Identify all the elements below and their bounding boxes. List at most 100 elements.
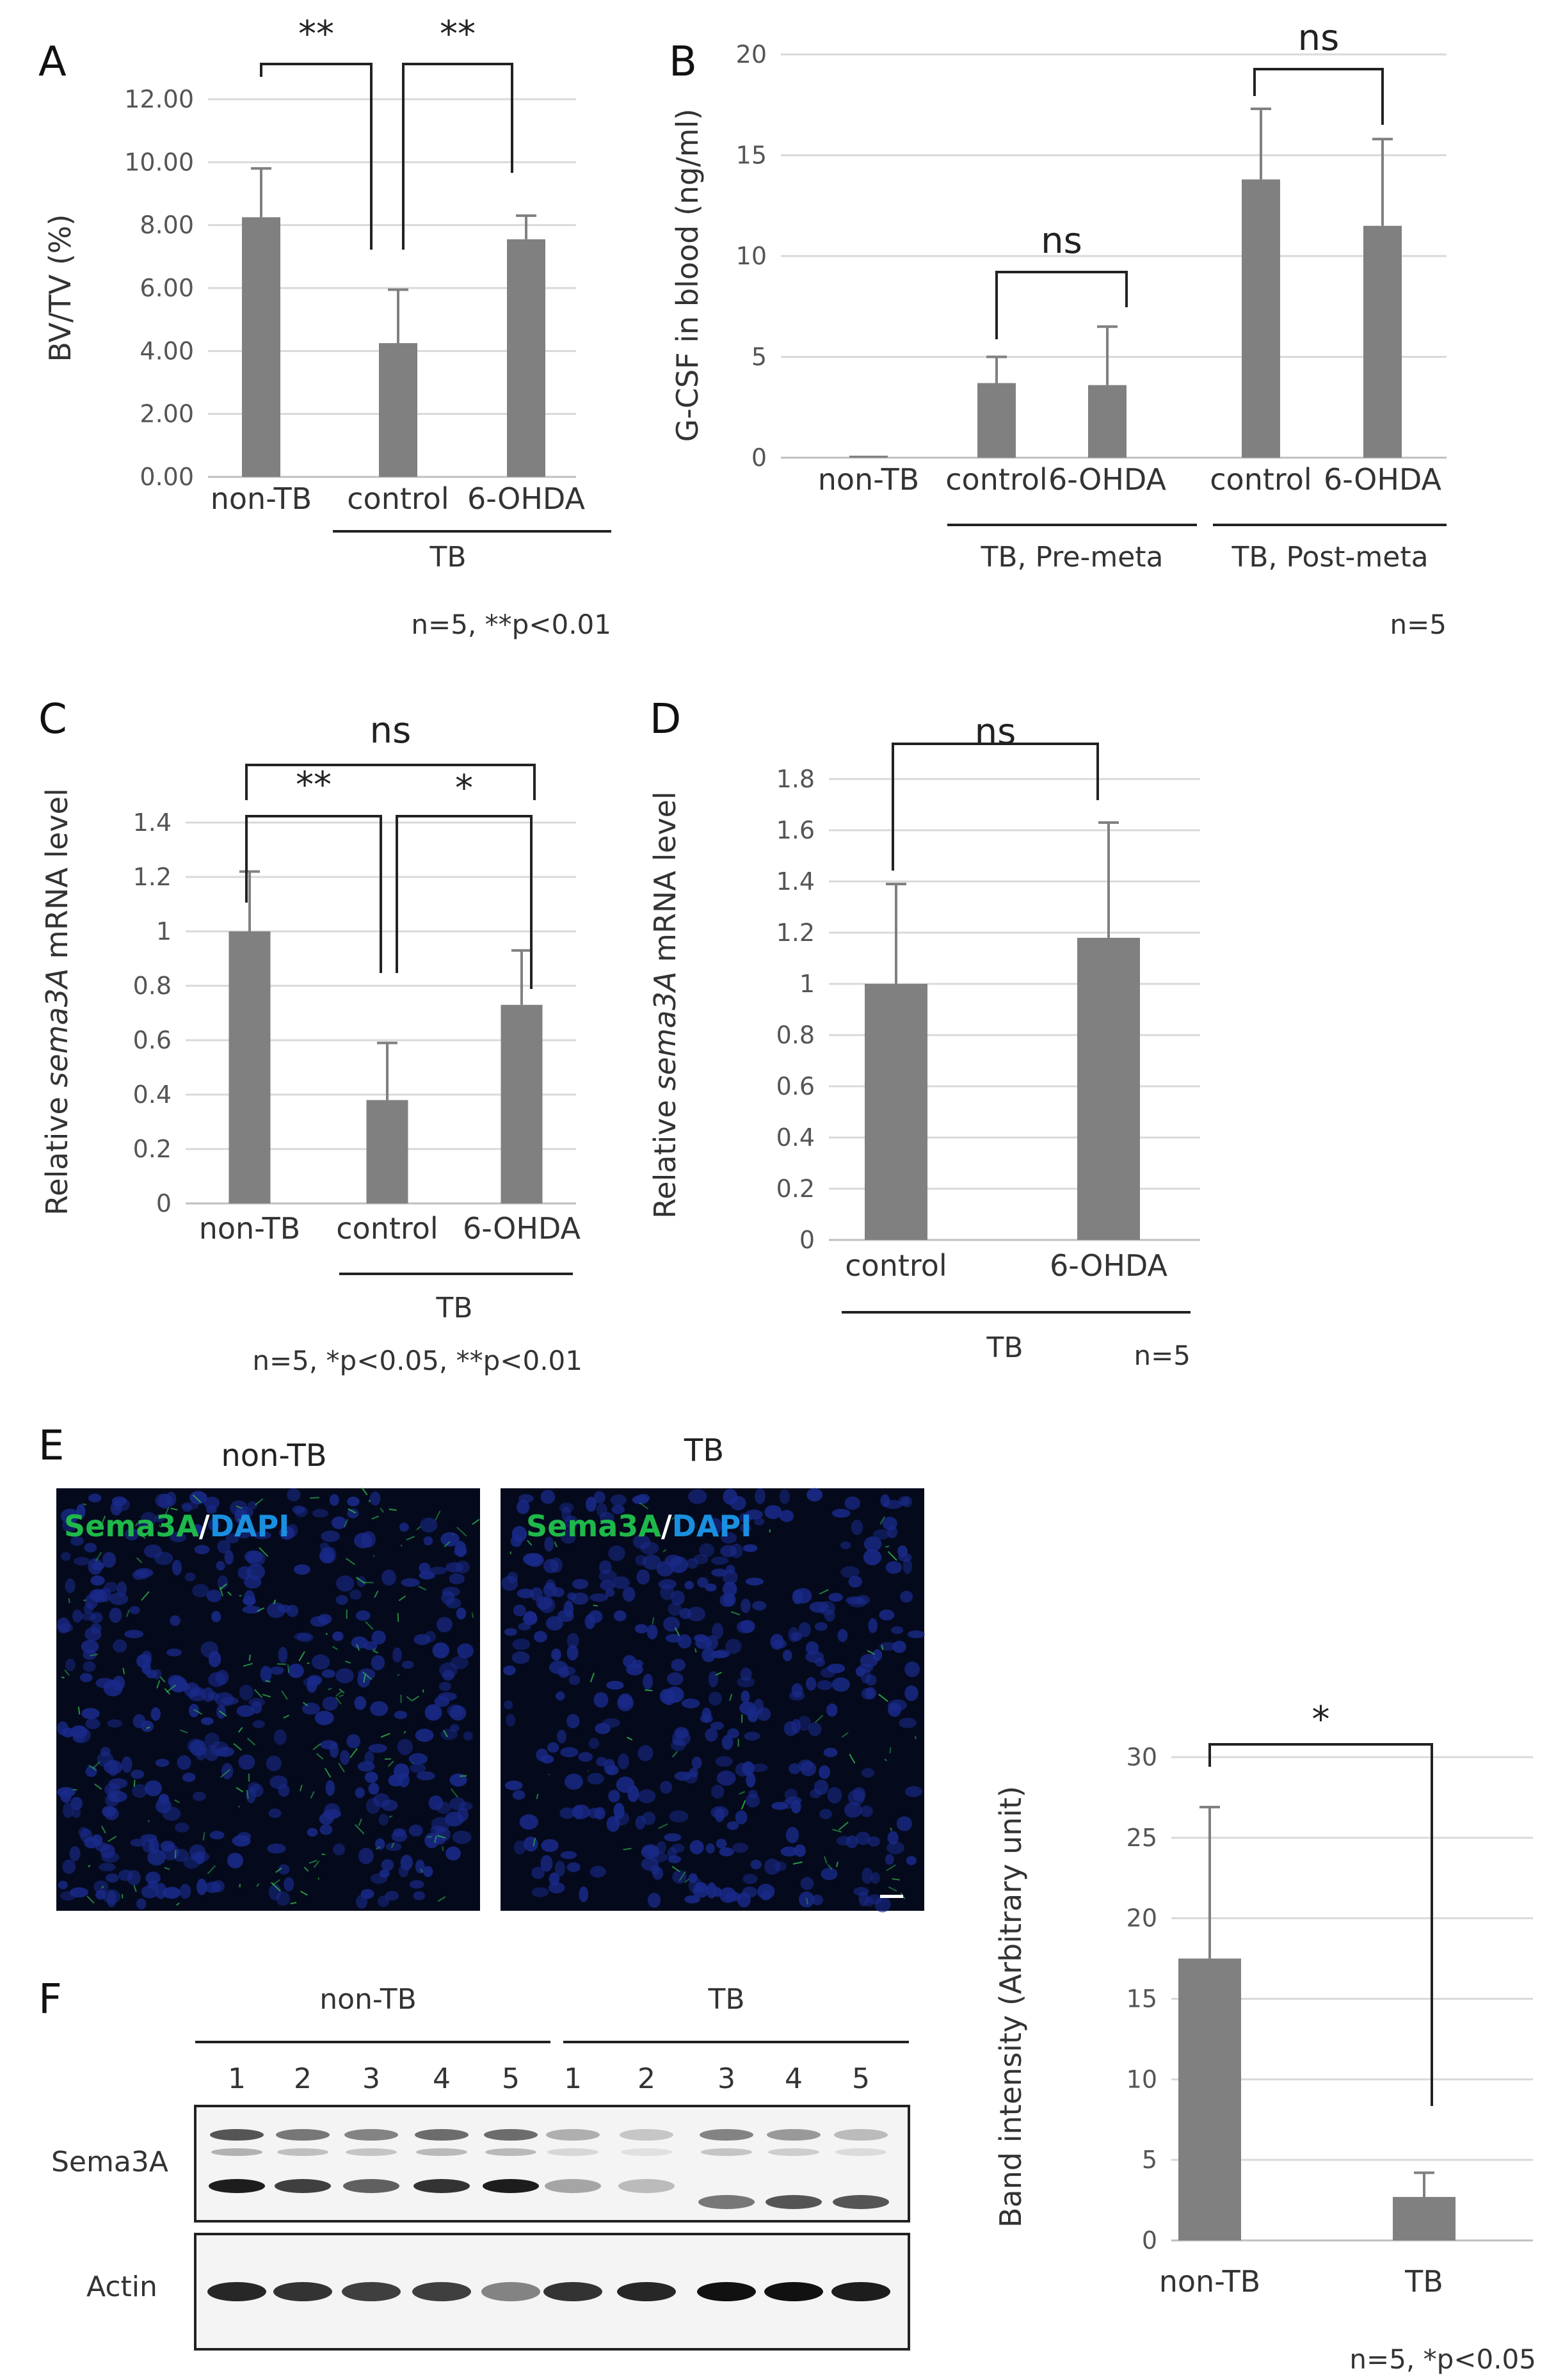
bar [229, 931, 271, 1203]
nucleus [347, 1509, 358, 1518]
nucleus [146, 1669, 157, 1678]
nucleus [420, 1518, 437, 1532]
nucleus [904, 1662, 920, 1677]
nucleus [294, 1564, 310, 1575]
y-tick-label: 1.2 [133, 863, 172, 891]
bar [1242, 179, 1280, 458]
nucleus [326, 1780, 335, 1796]
nucleus [57, 1787, 76, 1797]
nucleus [323, 1547, 337, 1563]
wb-lane-number: 4 [433, 2062, 451, 2095]
micrograph-title-tb: TB [684, 1433, 724, 1468]
nucleus [397, 1739, 413, 1755]
nucleus [189, 1491, 207, 1504]
nucleus [559, 1808, 575, 1819]
nucleus [664, 1833, 681, 1842]
wb-band-actin [617, 2282, 676, 2301]
wb-group-tb: TB [707, 1983, 744, 2016]
sema3a-fiber [239, 1595, 241, 1596]
nucleus [83, 1661, 95, 1672]
nucleus [746, 1773, 755, 1788]
nucleus [225, 1550, 234, 1565]
nucleus [365, 1772, 378, 1783]
wb-band-mid [211, 2148, 262, 2156]
nucleus [346, 1734, 360, 1748]
y-tick-label: 1.4 [133, 808, 172, 837]
sema3a-fiber [288, 1664, 289, 1673]
nucleus [318, 1614, 332, 1624]
nucleus [172, 1560, 182, 1575]
nucleus [567, 1645, 579, 1660]
significance-bracket [397, 816, 531, 989]
y-tick-label: 0.2 [776, 1175, 815, 1203]
sema3a-fiber [310, 1497, 319, 1498]
nucleus [879, 1609, 895, 1620]
category-label: non-TB [211, 481, 312, 516]
nucleus [445, 1847, 461, 1861]
nucleus [402, 1660, 414, 1668]
category-label: TB [1404, 2264, 1443, 2299]
significance-label: ** [298, 13, 334, 55]
group-label: TB [435, 1292, 472, 1324]
nucleus [438, 1693, 457, 1701]
nucleus [392, 1648, 402, 1663]
nucleus [409, 1824, 423, 1837]
y-tick-label: 0 [799, 1226, 815, 1254]
nucleus [752, 1601, 766, 1611]
y-tick-label: 1.6 [776, 816, 815, 844]
nucleus [652, 1867, 663, 1880]
nucleus [330, 1494, 339, 1506]
nucleus [798, 1622, 810, 1637]
nucleus [189, 1704, 199, 1717]
significance-label: ns [975, 711, 1016, 753]
group-label: TB [429, 541, 466, 574]
y-tick-label: 30 [1127, 1743, 1157, 1771]
nucleus [719, 1887, 736, 1902]
nucleus [102, 1806, 116, 1817]
nucleus [278, 1784, 289, 1797]
nucleus [735, 1810, 748, 1824]
nucleus [561, 1851, 577, 1860]
nucleus [321, 1531, 340, 1542]
nucleus [694, 1554, 709, 1564]
nucleus [711, 1557, 728, 1565]
nucleus [307, 1676, 322, 1685]
nucleus [504, 1700, 513, 1709]
nucleus [801, 1877, 814, 1890]
nucleus [201, 1717, 214, 1725]
nucleus [399, 1523, 409, 1532]
nucleus [242, 1606, 261, 1614]
sema3a-fiber [175, 1850, 176, 1858]
group-label: TB, Post-meta [1231, 541, 1428, 574]
nucleus [607, 1816, 620, 1832]
nucleus [335, 1668, 353, 1684]
nucleus [524, 1837, 538, 1851]
nucleus [789, 1691, 805, 1701]
nucleus [684, 1581, 693, 1589]
nucleus [848, 1790, 865, 1806]
wb-band-mid [835, 2148, 886, 2156]
nucleus [356, 1611, 371, 1621]
significance-label: * [455, 768, 473, 809]
y-tick-label: 0.4 [133, 1081, 172, 1109]
bar [1363, 226, 1402, 458]
nucleus [675, 1771, 691, 1781]
wb-row-label-actin: Actin [86, 2271, 157, 2303]
nucleus [238, 1755, 255, 1770]
nucleus [623, 1655, 636, 1668]
nucleus [828, 1787, 842, 1804]
nucleus [590, 1866, 606, 1877]
bar [367, 1100, 408, 1204]
nucleus [108, 1761, 118, 1776]
nucleus [102, 1552, 116, 1568]
bar [1077, 938, 1140, 1240]
nucleus [440, 1532, 459, 1547]
nucleus [101, 1852, 120, 1863]
nucleus [144, 1545, 162, 1558]
wb-band-mid [768, 2148, 819, 2156]
nucleus [618, 1693, 632, 1708]
nucleus [132, 1570, 145, 1580]
